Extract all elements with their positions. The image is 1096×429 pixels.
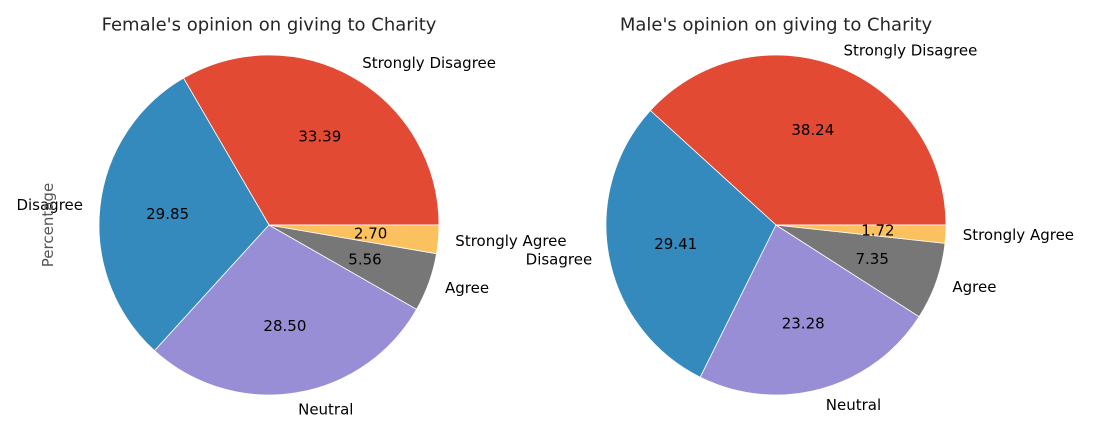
pie-value-label: 28.50 [263,317,306,335]
pie-category-label: Strongly Agree [963,226,1074,244]
pie-category-label: Strongly Disagree [844,42,978,60]
pie-slice-neutral [153,224,418,396]
pie-category-label: Disagree [16,196,83,214]
pie-slice-strongly-agree [775,224,947,244]
pie-chart-1: 33.39 Strongly Disagree 29.85 Disagree 28.50… [16,15,566,419]
pie-value-label: 2.70 [354,225,387,243]
pie-slice-strongly-disagree [182,54,440,226]
pie-category-label: Neutral [298,401,353,419]
pie-value-label: 29.85 [146,205,189,223]
pie-category-label: Agree [445,279,489,297]
pie-category-label: Strongly Disagree [362,54,496,72]
pie-chart-2: 38.24 Strongly Disagree 29.41 Disagree 23.28… [526,15,1074,415]
pie-value-label: 7.35 [855,250,888,268]
pie-value-label: 29.41 [654,235,697,253]
pie-slice-strongly-agree [268,224,440,255]
pie-slice-disagree [605,109,777,378]
chart-title: Male's opinion on giving to Charity [620,15,933,36]
pie-value-label: 38.24 [791,121,834,139]
pie-slice-strongly-disagree [649,54,947,226]
pie-category-label: Agree [952,278,996,296]
pie-value-label: 33.39 [298,128,341,146]
pie-category-label: Strongly Agree [455,232,566,250]
pie-value-label: 1.72 [861,222,894,240]
pie-category-label: Disagree [526,250,593,268]
pie-slice-neutral [699,224,920,396]
pie-category-label: Neutral [826,396,881,414]
chart-title: Female's opinion on giving to Charity [102,15,437,36]
pie-slice-disagree [98,77,270,352]
y-axis-label: Percentage [39,183,57,267]
pie-value-label: 5.56 [348,250,381,268]
pie-value-label: 23.28 [782,314,825,332]
